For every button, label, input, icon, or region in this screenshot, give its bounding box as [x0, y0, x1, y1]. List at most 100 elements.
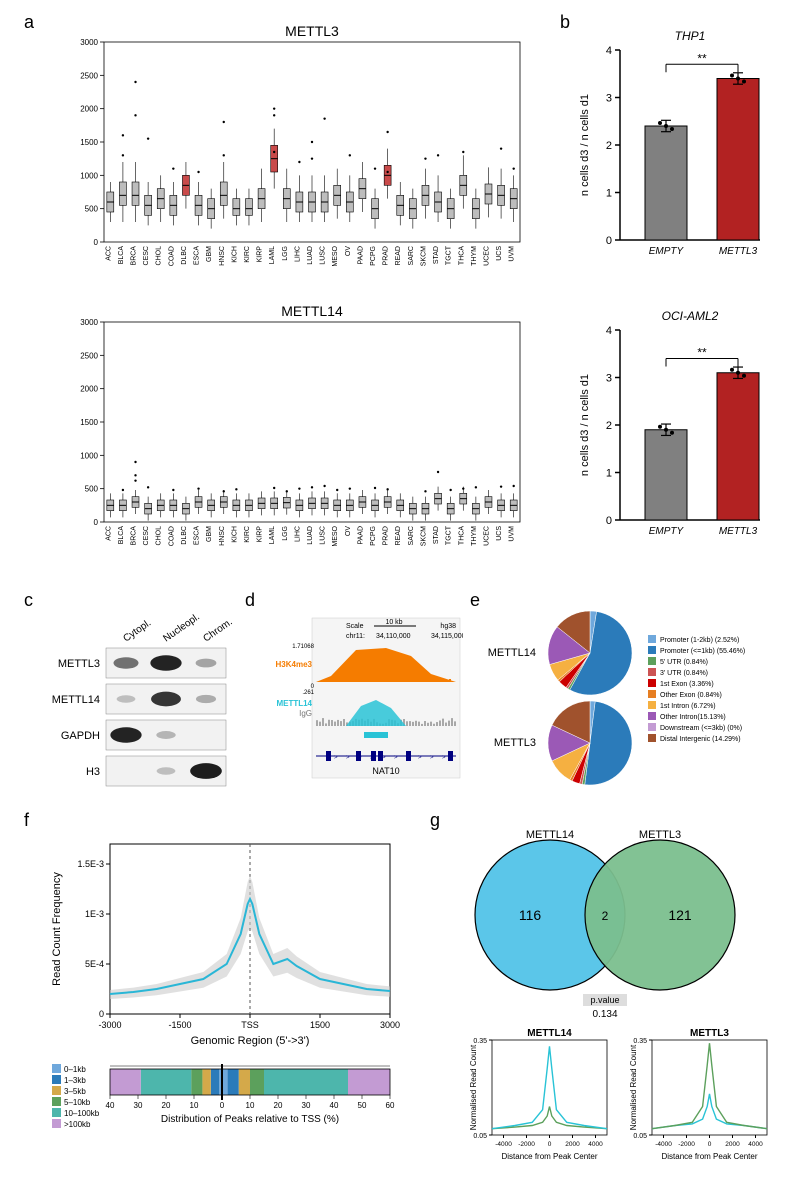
svg-text:KIRC: KIRC: [244, 526, 251, 543]
svg-text:0.134: 0.134: [592, 1009, 617, 1020]
svg-text:Other Exon (0.84%): Other Exon (0.84%): [660, 692, 722, 699]
panel-d-genome-browser: Scale10 kbhg38chr11:34,110,00034,115,000…: [268, 608, 463, 798]
svg-text:H3K4me3: H3K4me3: [276, 660, 313, 669]
svg-text:20: 20: [162, 1101, 171, 1110]
svg-text:METTL3: METTL3: [719, 246, 758, 257]
svg-text:>: >: [382, 755, 386, 761]
svg-text:2500: 2500: [80, 351, 98, 360]
svg-text:METTL14: METTL14: [52, 694, 100, 706]
svg-text:1E-3: 1E-3: [85, 909, 104, 919]
svg-text:DLBC: DLBC: [181, 246, 188, 265]
svg-text:30: 30: [302, 1101, 311, 1110]
svg-text:ESCA: ESCA: [194, 526, 201, 545]
panel-label-f: f: [24, 810, 29, 831]
svg-text:METTL3: METTL3: [494, 737, 536, 749]
svg-text:OCI-AML2: OCI-AML2: [662, 309, 719, 323]
svg-text:LGG: LGG: [282, 526, 289, 541]
svg-text:SKCM: SKCM: [420, 526, 427, 546]
svg-text:Other Intron(15.13%): Other Intron(15.13%): [660, 714, 726, 721]
svg-text:LUSC: LUSC: [320, 526, 327, 545]
svg-text:Promoter (<=1kb) (55.46%): Promoter (<=1kb) (55.46%): [660, 648, 745, 655]
svg-text:3' UTR (0.84%): 3' UTR (0.84%): [660, 670, 708, 677]
svg-text:1.5E-3: 1.5E-3: [77, 859, 104, 869]
svg-text:THCA: THCA: [458, 246, 465, 265]
svg-text:TGCT: TGCT: [446, 525, 453, 545]
svg-text:60: 60: [386, 1101, 395, 1110]
svg-text:chr11:: chr11:: [346, 633, 365, 640]
svg-text:LAML: LAML: [269, 526, 276, 544]
svg-text:NAT10: NAT10: [372, 766, 399, 776]
svg-text:UVM: UVM: [509, 526, 516, 542]
svg-text:TGCT: TGCT: [446, 245, 453, 265]
svg-text:2000: 2000: [80, 385, 98, 394]
svg-text:LUSC: LUSC: [320, 246, 327, 265]
svg-text:PRAD: PRAD: [383, 526, 390, 545]
panel-label-g: g: [430, 810, 440, 831]
svg-text:3–5kb: 3–5kb: [64, 1087, 86, 1096]
svg-text:10 kb: 10 kb: [385, 619, 402, 626]
svg-text:1–3kb: 1–3kb: [64, 1076, 86, 1085]
panel-c-westernblot: Cytopl.Nucleopl.Chrom.METTL3METTL14GAPDH…: [40, 608, 245, 798]
svg-text:**: **: [697, 346, 707, 360]
svg-text:METTL14: METTL14: [488, 647, 536, 659]
svg-text:Chrom.: Chrom.: [201, 617, 234, 645]
svg-text:Distal Intergenic (14.29%): Distal Intergenic (14.29%): [660, 736, 741, 743]
svg-text:hg38: hg38: [440, 623, 456, 630]
svg-text:Distribution of Peaks relative: Distribution of Peaks relative to TSS (%…: [161, 1114, 339, 1125]
svg-text:-4000: -4000: [655, 1141, 672, 1148]
svg-text:METTL3: METTL3: [719, 526, 758, 537]
svg-text:KIRC: KIRC: [244, 246, 251, 263]
panel-e-piecharts: METTL14 METTL3 Promoter (1-2kb) (2.52%) Pro…: [480, 608, 780, 798]
svg-text:UCEC: UCEC: [483, 246, 490, 266]
svg-text:Normalised Read Count: Normalised Read Count: [629, 1044, 638, 1130]
svg-text:METTL3: METTL3: [690, 1028, 729, 1039]
svg-text:Nucleopl.: Nucleopl.: [161, 612, 201, 645]
svg-text:OV: OV: [345, 526, 352, 536]
svg-text:1.71068: 1.71068: [292, 644, 314, 650]
svg-text:LIHC: LIHC: [294, 246, 301, 262]
svg-text:>: >: [430, 755, 434, 761]
svg-text:>: >: [370, 755, 374, 761]
svg-text:50: 50: [358, 1101, 367, 1110]
svg-text:5' UTR (0.84%): 5' UTR (0.84%): [660, 659, 708, 666]
svg-text:116: 116: [519, 907, 542, 923]
svg-text:BRCA: BRCA: [131, 246, 138, 266]
svg-text:METTL14: METTL14: [281, 303, 343, 319]
svg-text:METTL14: METTL14: [276, 699, 312, 708]
svg-text:EMPTY: EMPTY: [649, 526, 685, 537]
svg-text:LIHC: LIHC: [294, 526, 301, 542]
svg-text:GBM: GBM: [206, 246, 213, 262]
svg-text:BRCA: BRCA: [131, 526, 138, 546]
svg-text:2000: 2000: [725, 1141, 740, 1148]
svg-text:-3000: -3000: [98, 1020, 121, 1030]
svg-text:0: 0: [606, 515, 612, 527]
svg-text:34,110,000: 34,110,000: [376, 633, 411, 640]
svg-text:Cytopl.: Cytopl.: [121, 618, 153, 645]
svg-text:2500: 2500: [80, 71, 98, 80]
svg-text:1000: 1000: [80, 171, 98, 180]
svg-text:COAD: COAD: [168, 526, 175, 546]
svg-text:500: 500: [85, 205, 99, 214]
svg-text:10: 10: [190, 1101, 199, 1110]
svg-text:PCPG: PCPG: [370, 246, 377, 266]
svg-text:>: >: [334, 755, 338, 761]
svg-text:METTL14: METTL14: [527, 1028, 572, 1039]
svg-text:>: >: [442, 755, 446, 761]
svg-text:UCS: UCS: [496, 246, 503, 261]
svg-text:1500: 1500: [80, 418, 98, 427]
svg-text:4: 4: [606, 325, 612, 337]
svg-text:KIRP: KIRP: [257, 526, 264, 543]
svg-text:KICH: KICH: [231, 526, 238, 543]
svg-text:10: 10: [246, 1101, 255, 1110]
svg-text:BLCA: BLCA: [118, 526, 125, 545]
svg-text:METTL3: METTL3: [285, 23, 339, 39]
svg-text:PAAD: PAAD: [357, 246, 364, 265]
svg-text:**: **: [697, 51, 707, 65]
svg-text:CHOL: CHOL: [156, 526, 163, 546]
svg-text:0: 0: [708, 1141, 712, 1148]
svg-text:Promoter (1-2kb) (2.52%): Promoter (1-2kb) (2.52%): [660, 637, 739, 644]
svg-text:40: 40: [106, 1101, 115, 1110]
svg-text:SARC: SARC: [408, 526, 415, 545]
svg-text:THCA: THCA: [458, 526, 465, 545]
svg-text:n cells d3 / n cells d1: n cells d3 / n cells d1: [579, 94, 591, 196]
